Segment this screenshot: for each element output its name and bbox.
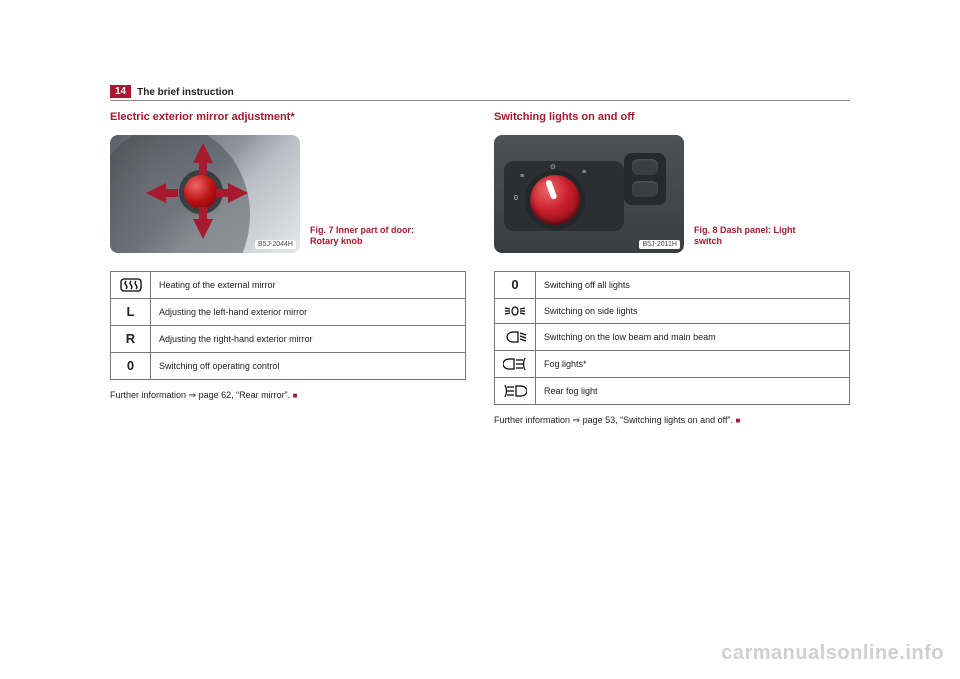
letter-0-icon: 0 — [495, 272, 536, 299]
further-info-right: Further information ⇒ page 53, “Switchin… — [494, 415, 850, 426]
symbol-icon: 0 — [514, 195, 518, 202]
letter-r-icon: R — [111, 326, 151, 353]
table-cell: Switching on the low beam and main beam — [536, 324, 850, 351]
figure-row-right: 0 ≡ ⊙ ≡ B5J-2011H Fig. 8 Dash panel: Lig… — [494, 135, 850, 253]
page-content: 14 The brief instruction Electric exteri… — [110, 85, 850, 426]
running-header: 14 The brief instruction — [110, 85, 850, 101]
end-marker-icon: ■ — [736, 416, 741, 425]
table-cell: Adjusting the left-hand exterior mirror — [151, 299, 466, 326]
table-cell: Switching on side lights — [536, 299, 850, 324]
table-row: Switching on side lights — [495, 299, 850, 324]
table-row: Switching on the low beam and main beam — [495, 324, 850, 351]
table-row: L Adjusting the left-hand exterior mirro… — [111, 299, 466, 326]
arrow-down-icon — [193, 219, 213, 239]
table-cell: Switching off all lights — [536, 272, 850, 299]
letter-0-icon: 0 — [111, 353, 151, 380]
figure-8-image: 0 ≡ ⊙ ≡ B5J-2011H — [494, 135, 684, 253]
lowbeam-icon — [495, 324, 536, 351]
table-cell: Adjusting the right-hand exterior mirror — [151, 326, 466, 353]
figure-8-caption: Fig. 8 Dash panel: Light switch — [694, 225, 814, 254]
table-cell: Rear fog light — [536, 378, 850, 405]
table-row: Rear fog light — [495, 378, 850, 405]
two-column-layout: Electric exterior mirror adjustment* B5J… — [110, 111, 850, 426]
aux-button-icon — [632, 159, 658, 175]
aux-panel-icon — [624, 153, 666, 205]
table-row: Fog lights* — [495, 351, 850, 378]
sidelight-icon — [495, 299, 536, 324]
arrow-up-icon — [193, 143, 213, 163]
page-number: 14 — [110, 85, 131, 98]
further-text: Further information ⇒ page 62, “Rear mir… — [110, 390, 290, 400]
end-marker-icon: ■ — [293, 391, 298, 400]
further-text: Further information ⇒ page 53, “Switchin… — [494, 415, 733, 425]
image-tag: B5J-2044H — [255, 240, 296, 249]
table-cell: Switching off operating control — [151, 353, 466, 380]
section-title-left: Electric exterior mirror adjustment* — [110, 111, 466, 123]
light-dial-icon — [530, 175, 580, 225]
figure-7-caption: Fig. 7 Inner part of door: Rotary knob — [310, 225, 430, 254]
arrow-right-icon — [228, 183, 248, 203]
figure-7-image: B5J-2044H — [110, 135, 300, 253]
lights-table: 0 Switching off all lights Switching on … — [494, 271, 850, 405]
arrow-left-icon — [146, 183, 166, 203]
mirror-table: Heating of the external mirror L Adjusti… — [110, 271, 466, 380]
rotary-knob-icon — [184, 175, 218, 209]
right-column: Switching lights on and off 0 ≡ ⊙ ≡ B5J-… — [494, 111, 850, 426]
symbol-icon: ⊙ — [550, 163, 556, 171]
image-tag: B5J-2011H — [639, 240, 680, 249]
further-info-left: Further information ⇒ page 62, “Rear mir… — [110, 390, 466, 401]
left-column: Electric exterior mirror adjustment* B5J… — [110, 111, 466, 426]
foglight-icon — [495, 351, 536, 378]
rearfog-icon — [495, 378, 536, 405]
watermark: carmanualsonline.info — [721, 642, 944, 665]
heat-icon — [111, 272, 151, 299]
table-row: 0 Switching off operating control — [111, 353, 466, 380]
symbol-icon: ≡ — [582, 169, 586, 176]
figure-row-left: B5J-2044H Fig. 7 Inner part of door: Rot… — [110, 135, 466, 253]
section-title-right: Switching lights on and off — [494, 111, 850, 123]
running-title: The brief instruction — [137, 87, 234, 98]
symbol-icon: ≡ — [520, 173, 524, 180]
aux-button-icon — [632, 181, 658, 197]
table-row: R Adjusting the right-hand exterior mirr… — [111, 326, 466, 353]
table-cell: Fog lights* — [536, 351, 850, 378]
table-cell: Heating of the external mirror — [151, 272, 466, 299]
letter-l-icon: L — [111, 299, 151, 326]
table-row: Heating of the external mirror — [111, 272, 466, 299]
table-row: 0 Switching off all lights — [495, 272, 850, 299]
